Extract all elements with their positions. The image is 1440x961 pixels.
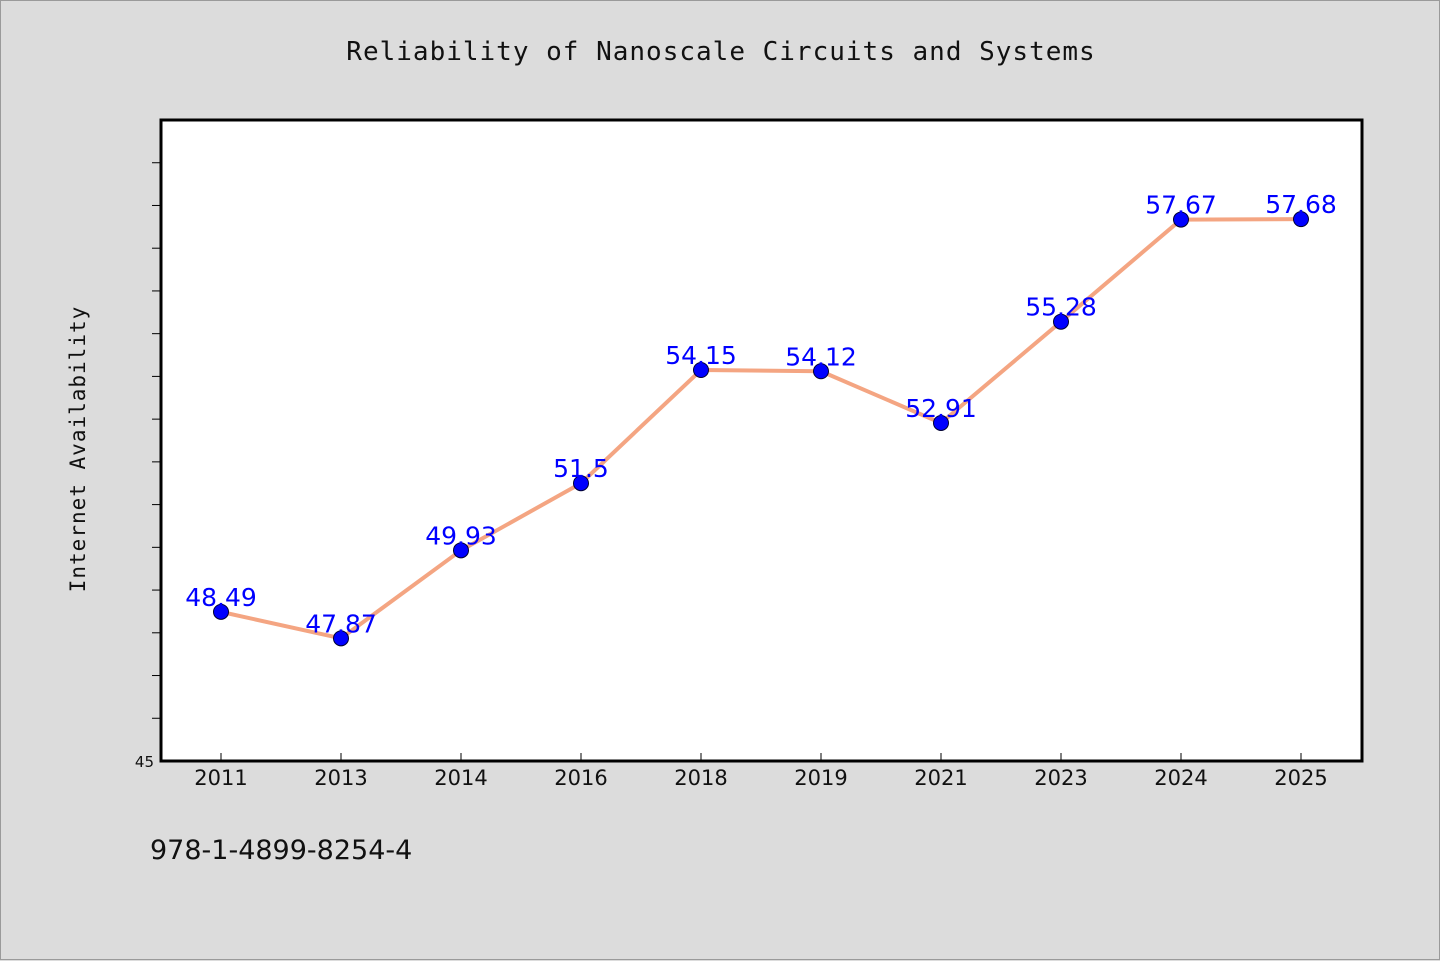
data-point bbox=[453, 542, 469, 559]
isbn-footer: 978-1-4899-8254-4 bbox=[150, 835, 413, 866]
data-point bbox=[933, 414, 949, 431]
y-tick-label: 45 bbox=[135, 753, 154, 771]
x-tick-label: 2024 bbox=[1154, 766, 1207, 790]
data-label: 52.91 bbox=[905, 394, 977, 423]
chart-title: Reliability of Nanoscale Circuits and Sy… bbox=[346, 37, 1096, 67]
data-point bbox=[693, 361, 709, 378]
x-tick-label: 2016 bbox=[554, 766, 607, 790]
x-tick-label: 2023 bbox=[1034, 766, 1087, 790]
x-tick-label: 2025 bbox=[1274, 766, 1327, 790]
data-label: 49.93 bbox=[425, 521, 497, 550]
x-tick-label: 2018 bbox=[674, 766, 727, 790]
data-point bbox=[333, 630, 349, 647]
series-markers-group bbox=[213, 211, 1309, 647]
series-line bbox=[220, 217, 1302, 641]
y-axis-ticks: 45 bbox=[135, 162, 161, 771]
x-tick-label: 2021 bbox=[914, 766, 967, 790]
data-label: 55.28 bbox=[1025, 293, 1097, 322]
data-point bbox=[1173, 211, 1189, 228]
data-point bbox=[1053, 313, 1069, 330]
data-label: 57.68 bbox=[1265, 190, 1337, 219]
x-tick-label: 2019 bbox=[794, 766, 847, 790]
data-labels-group: 48.49 47.87 49.93 51.5 54.15 54.12 52.91 55.28 5… bbox=[185, 190, 1337, 638]
data-label: 51.5 bbox=[553, 454, 609, 483]
x-tick-label: 2011 bbox=[194, 766, 247, 790]
data-label: 57.67 bbox=[1145, 191, 1217, 220]
data-point bbox=[813, 363, 829, 380]
x-tick-label: 2013 bbox=[314, 766, 367, 790]
data-point bbox=[213, 603, 229, 620]
data-point bbox=[573, 475, 589, 492]
series-line-group bbox=[220, 217, 1302, 641]
data-label: 54.15 bbox=[665, 341, 737, 370]
y-axis-label: Internet Availability bbox=[66, 306, 90, 593]
x-tick-label: 2014 bbox=[434, 766, 487, 790]
data-label: 48.49 bbox=[185, 583, 257, 612]
x-axis-ticks: 2011 2013 2014 2016 2018 2019 2021 2023 2024 2025 bbox=[194, 753, 1328, 790]
data-label: 54.12 bbox=[785, 342, 857, 371]
plot-area bbox=[159, 118, 1364, 763]
data-point bbox=[1293, 211, 1309, 228]
data-label: 47.87 bbox=[305, 609, 377, 638]
